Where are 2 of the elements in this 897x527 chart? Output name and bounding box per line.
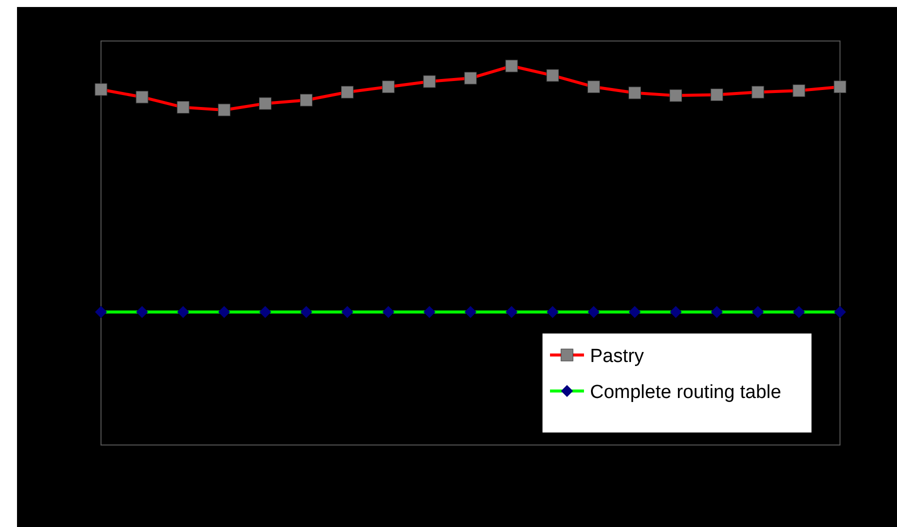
legend-label: Pastry xyxy=(590,346,644,367)
legend-label: Complete routing table xyxy=(590,382,782,403)
